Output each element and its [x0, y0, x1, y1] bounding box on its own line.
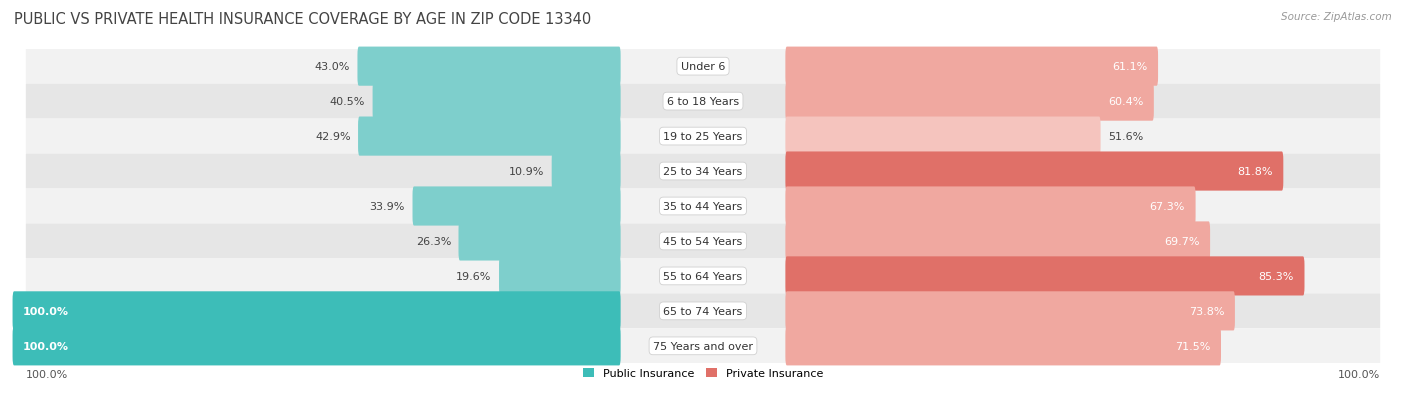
FancyBboxPatch shape — [25, 224, 1381, 259]
FancyBboxPatch shape — [25, 189, 1381, 224]
FancyBboxPatch shape — [786, 326, 1220, 366]
Text: 85.3%: 85.3% — [1258, 271, 1294, 281]
Text: 69.7%: 69.7% — [1164, 236, 1199, 247]
Text: 73.8%: 73.8% — [1189, 306, 1225, 316]
FancyBboxPatch shape — [13, 292, 620, 331]
FancyBboxPatch shape — [25, 50, 1381, 84]
Text: 75 Years and over: 75 Years and over — [652, 341, 754, 351]
Text: 81.8%: 81.8% — [1237, 166, 1272, 177]
FancyBboxPatch shape — [357, 47, 620, 87]
Text: 6 to 18 Years: 6 to 18 Years — [666, 97, 740, 107]
Text: 71.5%: 71.5% — [1175, 341, 1211, 351]
FancyBboxPatch shape — [412, 187, 620, 226]
Text: 100.0%: 100.0% — [22, 341, 69, 351]
Text: 43.0%: 43.0% — [315, 62, 350, 72]
Text: 40.5%: 40.5% — [330, 97, 366, 107]
Text: PUBLIC VS PRIVATE HEALTH INSURANCE COVERAGE BY AGE IN ZIP CODE 13340: PUBLIC VS PRIVATE HEALTH INSURANCE COVER… — [14, 12, 592, 27]
FancyBboxPatch shape — [359, 117, 620, 156]
FancyBboxPatch shape — [13, 326, 620, 366]
Text: 100.0%: 100.0% — [1337, 369, 1379, 379]
FancyBboxPatch shape — [25, 259, 1381, 294]
FancyBboxPatch shape — [25, 294, 1381, 329]
FancyBboxPatch shape — [458, 222, 620, 261]
Text: 61.1%: 61.1% — [1112, 62, 1147, 72]
FancyBboxPatch shape — [25, 329, 1381, 363]
Text: 100.0%: 100.0% — [27, 369, 69, 379]
Text: 45 to 54 Years: 45 to 54 Years — [664, 236, 742, 247]
Text: 51.6%: 51.6% — [1108, 132, 1143, 142]
FancyBboxPatch shape — [786, 257, 1305, 296]
Text: 100.0%: 100.0% — [22, 306, 69, 316]
Legend: Public Insurance, Private Insurance: Public Insurance, Private Insurance — [579, 364, 827, 383]
Text: 10.9%: 10.9% — [509, 166, 544, 177]
FancyBboxPatch shape — [786, 222, 1211, 261]
Text: 25 to 34 Years: 25 to 34 Years — [664, 166, 742, 177]
Text: 42.9%: 42.9% — [315, 132, 350, 142]
FancyBboxPatch shape — [373, 82, 620, 121]
FancyBboxPatch shape — [551, 152, 620, 191]
Text: 26.3%: 26.3% — [416, 236, 451, 247]
FancyBboxPatch shape — [499, 257, 620, 296]
Text: 33.9%: 33.9% — [370, 202, 405, 211]
Text: Under 6: Under 6 — [681, 62, 725, 72]
FancyBboxPatch shape — [786, 187, 1195, 226]
FancyBboxPatch shape — [786, 47, 1159, 87]
Text: 65 to 74 Years: 65 to 74 Years — [664, 306, 742, 316]
FancyBboxPatch shape — [25, 119, 1381, 154]
Text: Source: ZipAtlas.com: Source: ZipAtlas.com — [1281, 12, 1392, 22]
Text: 60.4%: 60.4% — [1108, 97, 1143, 107]
Text: 19.6%: 19.6% — [456, 271, 492, 281]
FancyBboxPatch shape — [786, 82, 1154, 121]
Text: 19 to 25 Years: 19 to 25 Years — [664, 132, 742, 142]
FancyBboxPatch shape — [786, 292, 1234, 331]
FancyBboxPatch shape — [786, 152, 1284, 191]
FancyBboxPatch shape — [786, 117, 1101, 156]
Text: 55 to 64 Years: 55 to 64 Years — [664, 271, 742, 281]
Text: 35 to 44 Years: 35 to 44 Years — [664, 202, 742, 211]
Text: 67.3%: 67.3% — [1150, 202, 1185, 211]
FancyBboxPatch shape — [25, 154, 1381, 189]
FancyBboxPatch shape — [25, 84, 1381, 119]
